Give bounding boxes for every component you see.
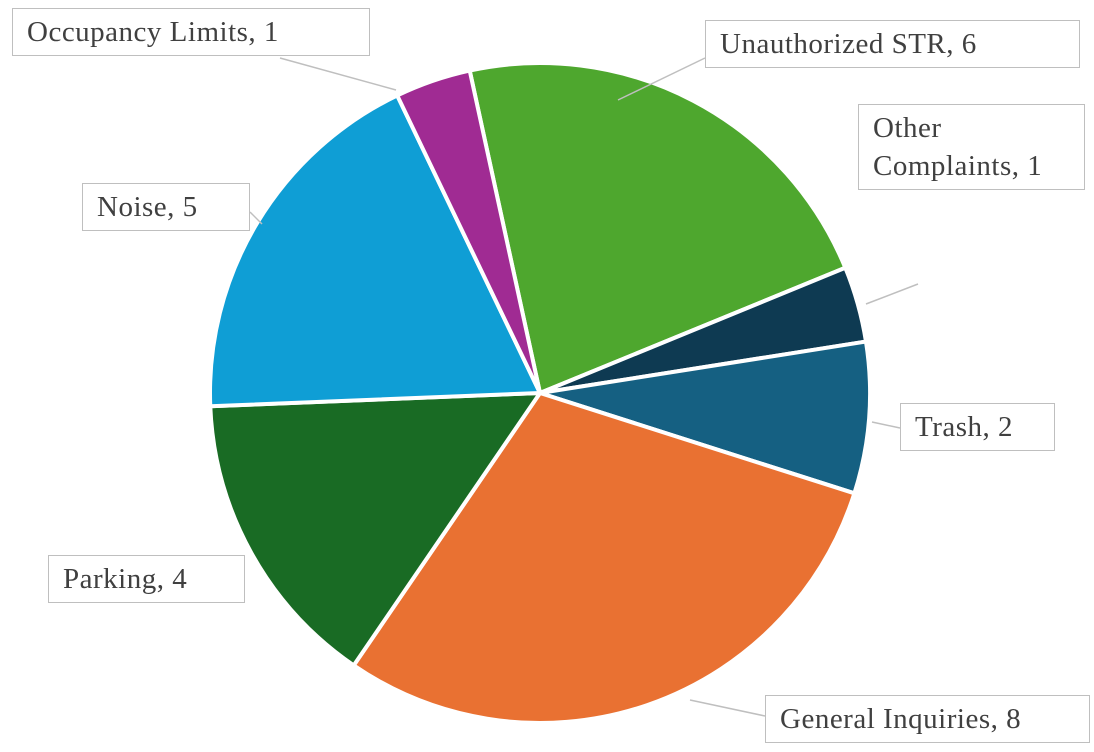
data-label: Noise, 5: [82, 183, 250, 231]
pie-slice: [467, 61, 848, 395]
data-label: Unauthorized STR, 6: [705, 20, 1080, 68]
leader-line: [617, 57, 706, 101]
leader-line: [279, 57, 397, 91]
data-label: Occupancy Limits, 1: [12, 8, 370, 56]
data-label: Parking, 4: [48, 555, 245, 603]
data-label: General Inquiries, 8: [765, 695, 1090, 743]
pie-slice: [208, 391, 542, 668]
pie-slice: [395, 68, 542, 395]
pie-slice: [351, 391, 857, 725]
pie-slice: [208, 93, 542, 409]
pie-slice: [538, 339, 872, 496]
data-label: Other Complaints, 1: [858, 104, 1085, 190]
data-label: Trash, 2: [900, 403, 1055, 451]
leader-line: [689, 699, 766, 717]
leader-line: [871, 421, 901, 429]
leader-line: [249, 211, 263, 225]
leader-line: [865, 283, 919, 305]
